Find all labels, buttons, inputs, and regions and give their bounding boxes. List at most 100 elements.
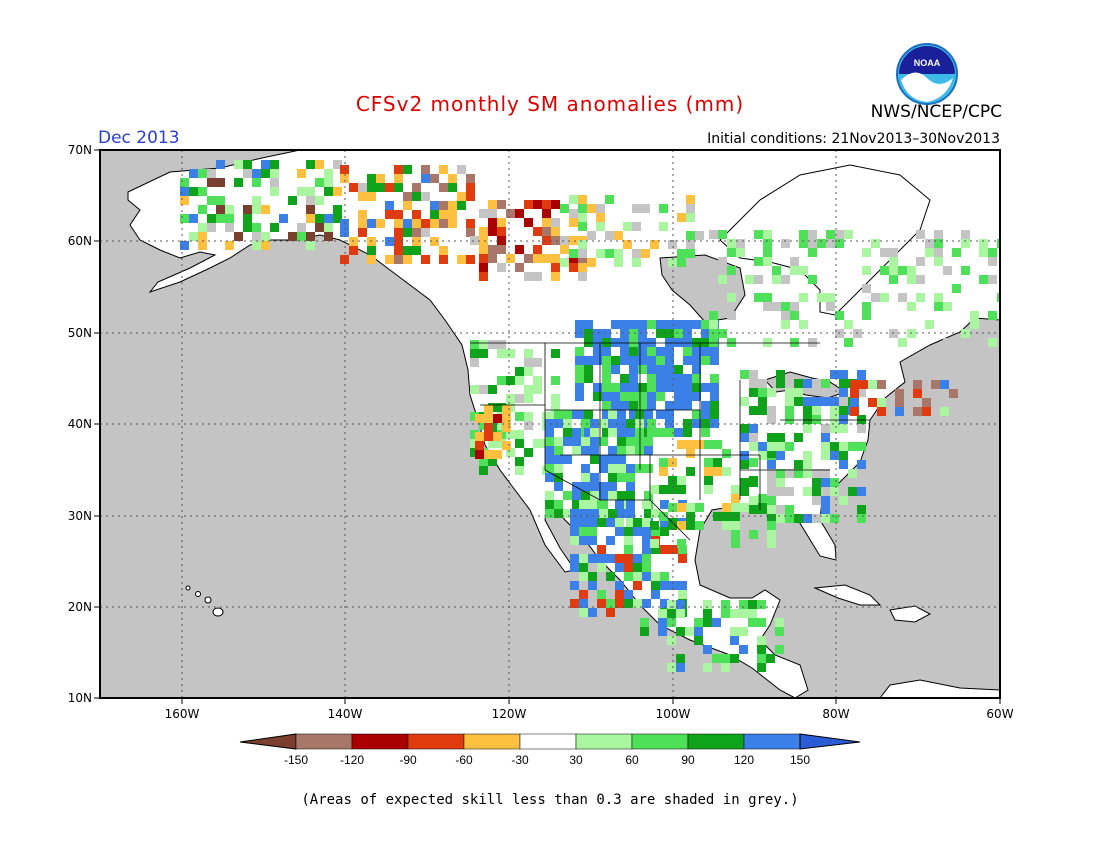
anomaly-cell [376, 183, 385, 192]
anomaly-cell [650, 240, 659, 249]
anomaly-cell [394, 228, 403, 237]
anomaly-cell [502, 441, 511, 450]
anomaly-cell [611, 383, 620, 392]
anomaly-cell [611, 320, 620, 329]
lat-label: 60N [68, 234, 92, 248]
anomaly-cell [626, 473, 635, 482]
colorbar-swatch [743, 733, 801, 750]
anomaly-cell [198, 187, 207, 196]
anomaly-cell [596, 213, 605, 222]
anomaly-cell [597, 599, 606, 608]
anomaly-cell [839, 451, 848, 460]
anomaly-cell [243, 169, 252, 178]
anomaly-cell [470, 448, 479, 457]
anomaly-cell [667, 663, 676, 672]
anomaly-cell [799, 293, 808, 302]
anomaly-cell [608, 455, 617, 464]
anomaly-cell [367, 219, 376, 228]
anomaly-cell [785, 415, 794, 424]
anomaly-cell [620, 401, 629, 410]
anomaly-cell [216, 205, 225, 214]
anomaly-cell [658, 618, 667, 627]
anomaly-cell [659, 512, 668, 521]
anomaly-cell [545, 509, 554, 518]
anomaly-cell [493, 450, 502, 459]
anomaly-cell [608, 410, 617, 419]
anomaly-cell [524, 272, 533, 281]
anomaly-cell [569, 209, 578, 218]
anomaly-cell [668, 521, 677, 530]
anomaly-cell [608, 473, 617, 482]
anomaly-cell [602, 347, 611, 356]
anomaly-cell [572, 428, 581, 437]
anomaly-cell [588, 572, 597, 581]
anomaly-cell [545, 491, 554, 500]
anomaly-cell [554, 455, 563, 464]
colorbar-label: -120 [340, 753, 364, 767]
anomaly-cell [470, 385, 479, 394]
anomaly-cell [633, 572, 642, 581]
anomaly-cell [776, 487, 785, 496]
anomaly-cell [376, 219, 385, 228]
anomaly-cell [934, 248, 943, 257]
anomaly-cell [650, 539, 659, 548]
anomaly-cell [790, 311, 799, 320]
anomaly-cell [766, 654, 775, 663]
colorbar-swatch [519, 733, 577, 750]
anomaly-cell [533, 254, 542, 263]
anomaly-cell [617, 464, 626, 473]
anomaly-cell [297, 232, 306, 241]
anomaly-cell [988, 338, 997, 347]
anomaly-cell [515, 209, 524, 218]
anomaly-cell [560, 204, 569, 213]
anomaly-cell [676, 663, 685, 672]
noaa-logo: NOAA [896, 43, 958, 105]
anomaly-cell [629, 374, 638, 383]
anomaly-cell [686, 449, 695, 458]
anomaly-cell [704, 485, 713, 494]
anomaly-cell [757, 663, 766, 672]
anomaly-cell [593, 383, 602, 392]
south-america-land [879, 679, 1000, 698]
anomaly-cell [180, 214, 189, 223]
anomaly-cell [629, 320, 638, 329]
anomaly-cell [686, 240, 695, 249]
anomaly-cell [324, 232, 333, 241]
anomaly-cell [785, 406, 794, 415]
anomaly-cell [656, 320, 665, 329]
anomaly-cell [602, 356, 611, 365]
anomaly-cell [799, 239, 808, 248]
anomaly-cell [430, 210, 439, 219]
anomaly-cell [479, 457, 488, 466]
lon-label: 80W [822, 707, 849, 721]
anomaly-cell [466, 228, 475, 237]
anomaly-cell [889, 248, 898, 257]
anomaly-cell [644, 491, 653, 500]
anomaly-cell [488, 254, 497, 263]
anomaly-cell [306, 232, 315, 241]
anomaly-cell [588, 518, 597, 527]
anomaly-cell [234, 232, 243, 241]
anomaly-cell [611, 365, 620, 374]
anomaly-cell [727, 293, 736, 302]
anomaly-cell [740, 460, 749, 469]
anomaly-cell [799, 266, 808, 275]
anomaly-cell [794, 469, 803, 478]
anomaly-cell [457, 192, 466, 201]
anomaly-cell [385, 201, 394, 210]
anomaly-cell [859, 380, 868, 389]
lon-label: 140W [328, 707, 363, 721]
anomaly-cell [776, 433, 785, 442]
anomaly-cell [683, 347, 692, 356]
anomaly-cell [763, 257, 772, 266]
anomaly-cell [880, 248, 889, 257]
anomaly-cell [189, 187, 198, 196]
anomaly-cell [216, 214, 225, 223]
anomaly-cell [644, 509, 653, 518]
anomaly-cell [629, 410, 638, 419]
anomaly-cell [412, 183, 421, 192]
anomaly-cell [207, 223, 216, 232]
anomaly-cell [620, 374, 629, 383]
anomaly-cell [785, 487, 794, 496]
anomaly-cell [907, 275, 916, 284]
